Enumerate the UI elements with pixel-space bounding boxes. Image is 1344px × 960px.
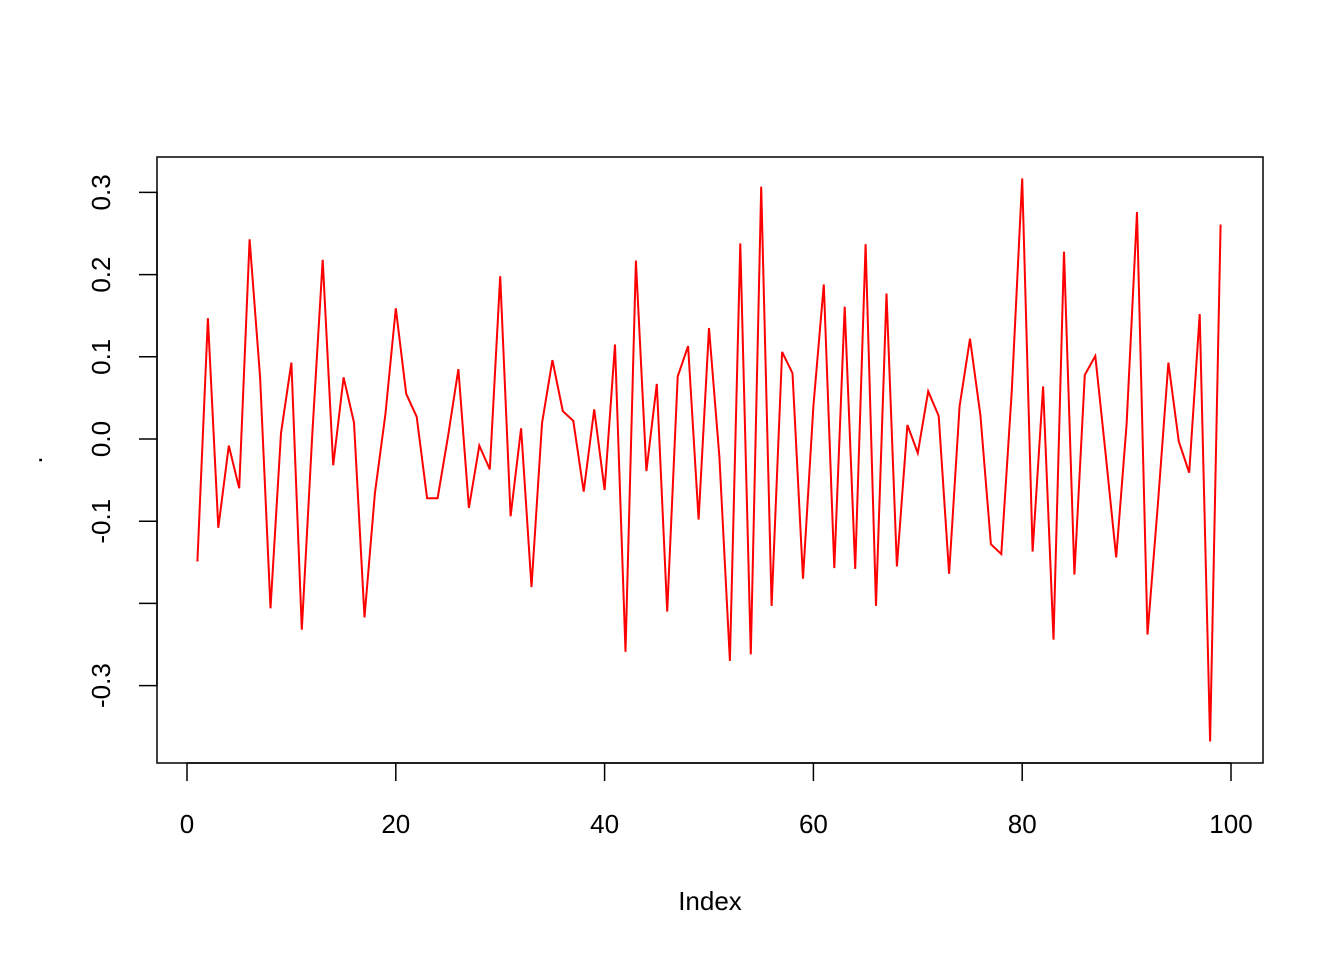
x-tick-label: 80: [1008, 809, 1037, 839]
y-tick-label: -0.3: [86, 663, 116, 708]
x-tick-label: 40: [590, 809, 619, 839]
y-axis-title: .: [18, 456, 48, 463]
x-tick-label: 20: [381, 809, 410, 839]
y-tick-label: 0.1: [86, 339, 116, 375]
y-tick-label: 0.3: [86, 174, 116, 210]
x-tick-label: 0: [180, 809, 194, 839]
y-tick-label: 0.2: [86, 257, 116, 293]
plot-frame: [156, 156, 1264, 764]
x-tick-label: 60: [799, 809, 828, 839]
y-tick-label: 0.0: [86, 421, 116, 457]
x-tick-label: 100: [1209, 809, 1252, 839]
x-axis-title: Index: [678, 886, 742, 916]
y-axis: -0.3 -0.1 0.0 0.1 0.2 0.3: [86, 174, 158, 708]
y-tick-label: -0.1: [86, 499, 116, 544]
x-axis: 0 20 40 60 80 100: [180, 762, 1253, 839]
series-line: [196, 178, 1222, 742]
